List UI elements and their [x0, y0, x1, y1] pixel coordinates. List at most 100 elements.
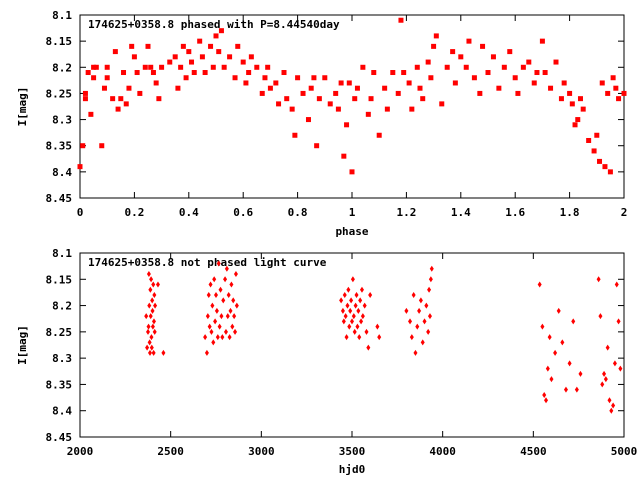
data-point — [594, 132, 600, 138]
data-point — [357, 334, 362, 341]
data-point — [284, 96, 290, 102]
x-tick-label: 0 — [77, 206, 84, 219]
data-point — [409, 106, 415, 112]
data-point — [151, 281, 156, 288]
x-tick-label: 1.4 — [451, 206, 471, 219]
data-point — [537, 281, 542, 288]
data-point — [146, 271, 151, 278]
data-point — [607, 169, 613, 175]
data-point — [82, 96, 88, 102]
x-tick-label: 0.2 — [124, 206, 144, 219]
data-point — [560, 339, 565, 346]
data-point — [597, 158, 603, 164]
data-point — [147, 339, 152, 346]
x-tick-label: 3000 — [248, 445, 275, 458]
data-point — [218, 28, 224, 34]
x-axis-label: phase — [335, 225, 368, 238]
data-point — [281, 70, 287, 76]
data-point — [350, 276, 355, 283]
data-point — [406, 80, 412, 86]
data-point — [540, 323, 545, 330]
data-point — [422, 318, 427, 325]
data-point — [616, 318, 621, 325]
data-point — [235, 43, 241, 49]
data-point — [463, 64, 469, 70]
data-point — [571, 318, 576, 325]
data-point — [352, 328, 357, 335]
data-point — [232, 75, 238, 81]
data-point — [308, 85, 314, 91]
x-tick-label: 1.6 — [505, 206, 525, 219]
data-point — [360, 64, 366, 70]
data-point — [578, 370, 583, 377]
data-point — [599, 80, 605, 86]
data-point — [229, 281, 234, 288]
data-point — [376, 132, 382, 138]
data-point — [149, 276, 154, 283]
y-tick-label: 8.2 — [52, 300, 72, 313]
data-point — [420, 96, 426, 102]
data-point — [214, 307, 219, 314]
data-point — [450, 49, 456, 55]
data-point — [359, 286, 364, 293]
data-point — [88, 111, 94, 117]
data-point — [213, 33, 219, 39]
data-point — [605, 344, 610, 351]
data-point — [602, 164, 608, 170]
data-point — [180, 43, 186, 49]
data-point — [155, 281, 160, 288]
x-tick-label: 1.8 — [560, 206, 580, 219]
data-point — [134, 70, 140, 76]
y-tick-label: 8.4 — [52, 405, 72, 418]
data-point — [515, 90, 521, 96]
data-point — [345, 302, 350, 309]
data-point — [452, 80, 458, 86]
data-point — [149, 344, 154, 351]
data-point — [112, 49, 118, 55]
data-point — [151, 318, 156, 325]
data-point — [209, 328, 214, 335]
chart-title: 174625+0358.8 not phased light curve — [88, 256, 327, 269]
x-tick-label: 0.4 — [179, 206, 199, 219]
data-point — [427, 313, 432, 320]
data-point — [80, 143, 86, 149]
data-point — [204, 349, 209, 356]
data-point — [574, 386, 579, 393]
data-point — [348, 307, 353, 314]
data-point — [219, 313, 224, 320]
data-point — [613, 85, 619, 91]
data-point — [217, 323, 222, 330]
data-point — [335, 106, 341, 112]
data-point — [526, 59, 532, 65]
data-point — [203, 334, 208, 341]
data-point — [428, 75, 434, 81]
data-point — [605, 90, 611, 96]
data-point — [208, 43, 214, 49]
data-point — [215, 334, 220, 341]
data-point — [243, 80, 249, 86]
data-point — [544, 397, 549, 404]
data-point — [350, 318, 354, 325]
data-point — [183, 75, 189, 81]
data-point — [213, 318, 218, 325]
data-point — [428, 276, 433, 283]
y-axis-label: I[mag] — [16, 325, 29, 365]
data-point — [259, 90, 265, 96]
data-point — [534, 70, 540, 76]
data-point — [233, 328, 238, 335]
data-point — [382, 85, 388, 91]
data-point — [147, 349, 152, 356]
data-point — [153, 80, 159, 86]
x-tick-label: 2 — [621, 206, 628, 219]
data-point — [161, 349, 166, 356]
data-point — [338, 80, 344, 86]
data-point — [344, 334, 349, 341]
data-point — [598, 313, 603, 320]
data-point — [85, 70, 91, 76]
data-point — [567, 360, 572, 367]
data-point — [354, 85, 360, 91]
y-tick-label: 8.45 — [46, 431, 73, 444]
data-point — [123, 101, 129, 107]
data-point — [221, 64, 227, 70]
